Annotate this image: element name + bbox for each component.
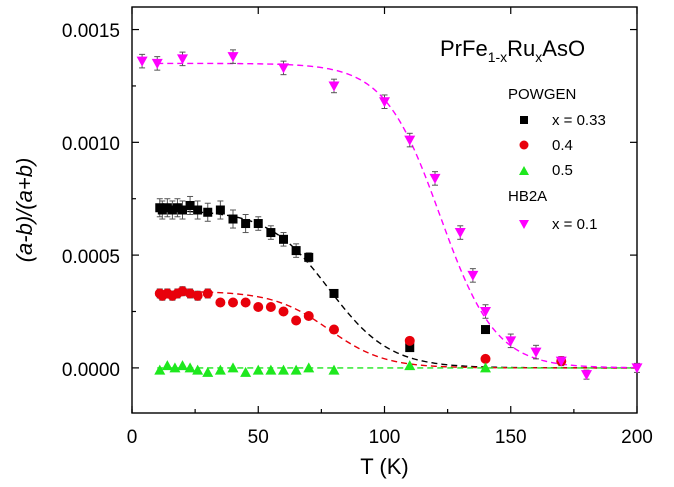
data-point-s3-9 (454, 228, 466, 239)
data-point-s2-1 (161, 360, 173, 371)
data-point-s3-4 (278, 63, 289, 74)
y-tick-label-0010: 0.0010 (62, 134, 120, 155)
data-point-s3-2 (177, 54, 188, 65)
data-point-s2-9 (240, 366, 252, 377)
data-point-s2-11 (265, 364, 277, 375)
x-tick-label-100: 100 (369, 427, 401, 448)
data-point-s0-13 (266, 228, 276, 238)
y-tick-label-0015: 0.0015 (62, 21, 120, 42)
data-point-s3-7 (404, 135, 416, 146)
x-tick-label-150: 150 (495, 427, 527, 448)
data-point-s2-16 (404, 360, 416, 371)
x-tick-label-200: 200 (621, 427, 653, 448)
data-point-s1-15 (291, 315, 302, 326)
data-point-s2-6 (202, 366, 214, 377)
data-point-s2-5 (192, 364, 204, 375)
data-point-s3-16 (631, 363, 643, 374)
data-point-s3-6 (379, 97, 390, 108)
data-point-s2-8 (227, 362, 239, 373)
data-point-s3-0 (136, 56, 148, 67)
data-point-s1-16 (303, 311, 314, 322)
data-point-s0-1 (157, 205, 167, 215)
data-point-s1-5 (177, 286, 188, 297)
data-point-s3-1 (151, 58, 163, 69)
legend-label-04: 0.4 (552, 137, 573, 154)
y-tick-label-0: 0.0000 (62, 360, 120, 381)
data-point-s1-6 (185, 288, 196, 299)
data-point-s0-19 (481, 325, 490, 335)
data-point-s1-12 (253, 301, 264, 312)
fit-curve-1 (157, 290, 637, 369)
data-point-s1-13 (265, 301, 276, 312)
legend-label-x033: x = 0.33 (552, 112, 606, 129)
data-point-s3-8 (429, 173, 441, 184)
data-point-s3-14 (555, 356, 567, 367)
x-tick-label-50: 50 (248, 427, 269, 448)
data-point-s0-4 (172, 203, 182, 213)
data-point-s0-6 (185, 200, 195, 210)
data-point-s3-11 (480, 307, 491, 317)
data-point-s3-15 (581, 370, 592, 381)
legend-marker-triangle-down (519, 220, 529, 229)
data-point-s3-10 (467, 270, 479, 281)
data-point-s3-13 (530, 347, 542, 358)
legend: POWGEN x = 0.33 0.4 0.5 HB2A x = 0.1 (508, 86, 606, 233)
data-point-s1-8 (202, 288, 213, 299)
data-point-s2-0 (154, 364, 166, 375)
legend-label-x01: x = 0.1 (552, 216, 597, 233)
data-point-s2-17 (480, 362, 491, 373)
data-point-s0-9 (215, 205, 225, 215)
x-axis-title: T (K) (360, 454, 408, 479)
data-point-s0-15 (291, 246, 301, 256)
data-points (136, 52, 643, 381)
data-point-s1-7 (192, 290, 203, 301)
data-point-s1-10 (228, 297, 238, 308)
y-tick-label-0005: 0.0005 (62, 247, 120, 268)
data-point-s3-3 (227, 52, 239, 63)
legend-marker-circle (519, 140, 529, 150)
data-point-s1-19 (480, 353, 491, 364)
data-point-s2-15 (328, 364, 340, 375)
data-point-s1-18 (404, 335, 415, 346)
legend-label-05: 0.5 (552, 162, 573, 179)
legend-marker-square (520, 116, 528, 124)
data-point-s0-7 (193, 205, 203, 215)
data-point-s3-5 (328, 81, 340, 92)
data-point-s0-2 (162, 203, 172, 213)
data-point-s1-11 (240, 297, 251, 308)
compound-formula: PrFe1-xRuxAsO (440, 36, 585, 65)
data-point-s0-16 (304, 252, 314, 262)
legend-group-powgen: POWGEN (508, 86, 576, 103)
data-point-s0-11 (241, 219, 251, 229)
data-point-s2-3 (177, 360, 188, 371)
y-axis-title: (a-b)/(a+b) (12, 158, 37, 263)
data-point-s1-9 (215, 297, 226, 308)
x-tick-label-0: 0 (127, 427, 138, 448)
data-point-s0-17 (329, 288, 339, 298)
data-point-s2-12 (278, 364, 289, 375)
data-point-s0-14 (279, 234, 288, 244)
data-point-s2-10 (252, 364, 264, 375)
data-point-s3-12 (505, 336, 517, 347)
data-point-s0-12 (253, 219, 263, 229)
data-point-s0-8 (203, 207, 213, 217)
data-point-s2-7 (214, 364, 226, 375)
data-point-s0-5 (178, 205, 187, 215)
data-point-s0-18 (405, 343, 415, 353)
data-point-s2-4 (184, 362, 196, 373)
legend-group-hb2a: HB2A (508, 188, 547, 205)
data-point-s0-10 (228, 214, 238, 224)
data-point-s0-3 (167, 205, 177, 215)
data-point-s1-17 (329, 324, 339, 335)
data-point-s2-13 (290, 364, 302, 375)
data-point-s1-14 (278, 306, 289, 317)
data-point-s2-14 (303, 362, 315, 373)
legend-marker-triangle-up (519, 166, 529, 175)
fit-curve-0 (157, 209, 637, 369)
